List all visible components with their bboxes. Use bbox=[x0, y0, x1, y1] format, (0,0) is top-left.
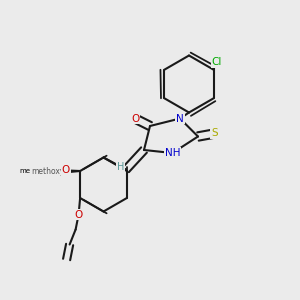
Text: N: N bbox=[176, 113, 184, 124]
Text: O: O bbox=[59, 167, 68, 178]
Text: O: O bbox=[61, 165, 70, 176]
Text: methoxy: methoxy bbox=[20, 168, 50, 174]
Text: H: H bbox=[117, 161, 124, 172]
Text: NH: NH bbox=[165, 148, 180, 158]
Text: methoxy: methoxy bbox=[31, 167, 64, 176]
Text: Cl: Cl bbox=[212, 57, 222, 67]
Text: S: S bbox=[211, 128, 218, 139]
Text: O: O bbox=[131, 113, 139, 124]
Text: O: O bbox=[74, 209, 83, 220]
